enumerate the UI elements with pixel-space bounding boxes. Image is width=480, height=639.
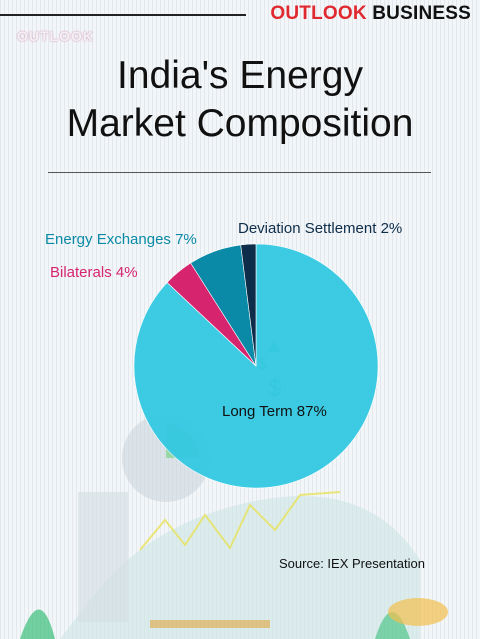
- pie-slice-deviation-settlement: [240, 243, 257, 367]
- pie-labels: Energy Exchanges 7% Deviation Settlement…: [45, 220, 402, 420]
- title-divider: [48, 172, 431, 173]
- slice-label-bilaterals: Bilaterals 4%: [50, 264, 138, 281]
- decor-plant-right: [375, 612, 410, 639]
- decor-coins-left: [150, 620, 270, 628]
- sub-logo-watermark: OUTLOOK: [17, 28, 94, 44]
- source-note: Source: IEX Presentation: [279, 556, 425, 571]
- title-line-1: India's Energy: [117, 54, 363, 97]
- slice-label-deviation-settlement: Deviation Settlement 2%: [238, 220, 402, 237]
- brand-logo-black: BUSINESS: [372, 3, 471, 24]
- title-line-2: Market Composition: [66, 102, 414, 145]
- decor-wave: [60, 496, 420, 639]
- decor-coins: [388, 598, 448, 626]
- slice-label-long-term: Long Term 87%: [222, 403, 327, 420]
- page-title: India's Energy Market Composition: [0, 52, 480, 148]
- header-rule: [0, 14, 246, 16]
- decor-panel: [78, 492, 128, 622]
- decor-plant-left: [20, 609, 55, 639]
- brand-logo: OUTLOOK BUSINESS: [270, 3, 471, 25]
- slice-label-energy-exchanges: Energy Exchanges 7%: [45, 231, 197, 248]
- brand-logo-red: OUTLOOK: [270, 3, 367, 24]
- decor-line-graph: [139, 491, 341, 551]
- pie-slices: [133, 243, 379, 489]
